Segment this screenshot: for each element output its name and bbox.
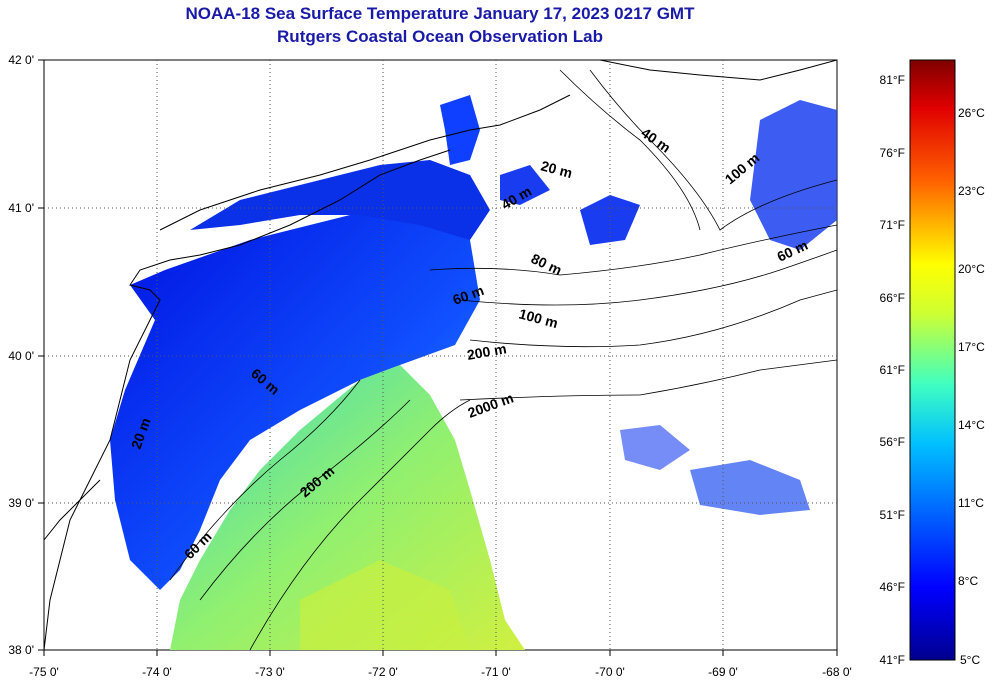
cold-water-region (110, 210, 480, 590)
lon-tick-label: -75 0' (29, 665, 59, 679)
coastline (44, 60, 837, 650)
lon-tick-label: -70 0' (595, 665, 625, 679)
lat-tick-label: 41 0' (8, 201, 34, 215)
contour-label: 200 m (466, 340, 508, 363)
colorbar: 81°F 76°F 71°F 66°F 61°F 56°F 51°F 46°F … (880, 59, 985, 667)
fahrenheit-label: 51°F (880, 508, 905, 522)
celsius-label: 5°C (960, 653, 980, 667)
graticule (44, 60, 837, 650)
sound-region-3 (500, 165, 550, 205)
map-subtitle: Rutgers Coastal Ocean Observation Lab (277, 27, 603, 46)
lon-tick-label: -73 0' (255, 665, 285, 679)
colorbar-celsius: 26°C 23°C 20°C 17°C 14°C 11°C 8°C 5°C (958, 106, 985, 667)
fahrenheit-label: 71°F (880, 218, 905, 232)
celsius-label: 20°C (958, 262, 985, 276)
colorbar-fahrenheit: 81°F 76°F 71°F 66°F 61°F 56°F 51°F 46°F … (880, 73, 905, 667)
colorbar-gradient (909, 59, 956, 661)
sst-layer (110, 95, 837, 650)
celsius-label: 8°C (958, 574, 978, 588)
latitude-axis: 42 0' 41 0' 40 0' 39 0' 38 0' (8, 53, 34, 657)
celsius-label: 23°C (958, 184, 985, 198)
bathymetry-contours (169, 69, 837, 650)
warm-water-region (170, 365, 525, 650)
lon-tick-label: -72 0' (368, 665, 398, 679)
contour-label: 20 m (539, 157, 574, 181)
lon-tick-label: -68 0' (822, 665, 852, 679)
lon-tick-label: -74 0' (142, 665, 172, 679)
warm-core (300, 560, 470, 650)
celsius-label: 11°C (958, 496, 984, 510)
fahrenheit-label: 81°F (880, 73, 905, 87)
map-title: NOAA-18 Sea Surface Temperature January … (185, 4, 695, 23)
fahrenheit-label: 66°F (880, 291, 905, 305)
lat-tick-label: 40 0' (8, 349, 34, 363)
fahrenheit-label: 56°F (880, 435, 905, 449)
fahrenheit-label: 76°F (880, 146, 905, 160)
celsius-label: 26°C (958, 106, 985, 120)
offshore-patch-mid (620, 425, 690, 470)
lat-tick-label: 42 0' (8, 53, 34, 67)
fahrenheit-label: 61°F (880, 363, 905, 377)
lat-tick-label: 38 0' (8, 643, 34, 657)
axis-ticks (38, 59, 838, 656)
lon-tick-label: -71 0' (481, 665, 511, 679)
fahrenheit-label: 41°F (880, 653, 905, 667)
celsius-label: 14°C (958, 418, 985, 432)
lat-tick-label: 39 0' (8, 496, 34, 510)
longitude-axis: -75 0' -74 0' -73 0' -72 0' -71 0' -70 0… (29, 665, 852, 679)
fahrenheit-label: 46°F (880, 580, 905, 594)
lon-tick-label: -69 0' (708, 665, 738, 679)
sound-region-2 (440, 95, 480, 165)
celsius-label: 17°C (958, 340, 985, 354)
offshore-patch-ne (750, 100, 837, 250)
offshore-patch-se (690, 460, 810, 515)
